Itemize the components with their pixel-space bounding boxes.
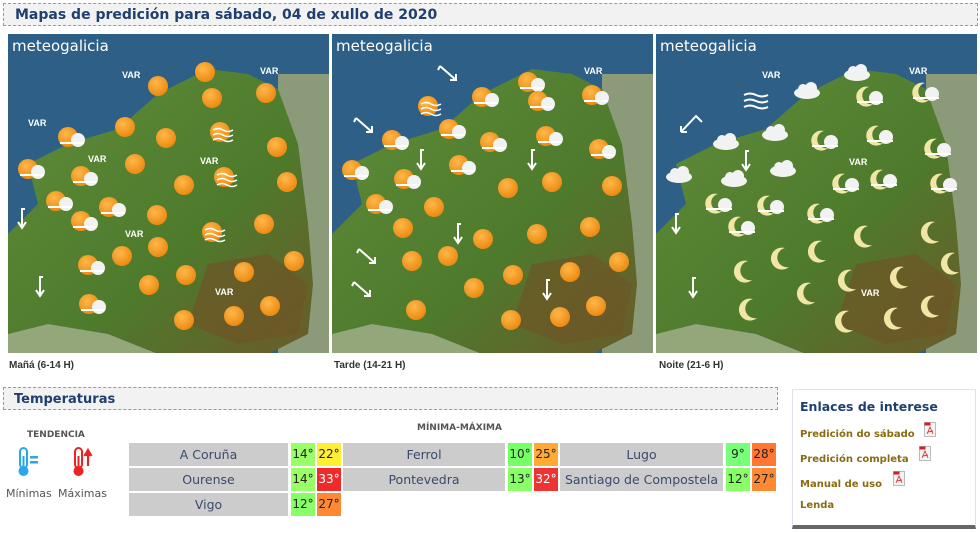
link-predicion-completa[interactable]: Predición completa	[800, 454, 909, 465]
map-caption-night: Noite (21-6 H)	[659, 360, 724, 371]
map-caption-afternoon: Tarde (14-21 H)	[334, 360, 406, 371]
max-temp: 25°	[534, 443, 558, 466]
min-temp: 14°	[291, 468, 315, 491]
svg-text:VAR: VAR	[909, 66, 928, 76]
city-lugo: Lugo	[560, 443, 723, 466]
svg-text:VAR: VAR	[849, 157, 868, 167]
meteogalicia-logo: meteogalicia	[660, 37, 757, 55]
pdf-icon[interactable]	[919, 446, 931, 461]
max-temp: 22°	[317, 443, 341, 466]
page-title: Mapas de predición para sábado, 04 de xu…	[3, 3, 978, 26]
min-temp: 10°	[508, 443, 532, 466]
city-ourense: Ourense	[129, 468, 288, 491]
city-vigo: Vigo	[129, 493, 288, 516]
forecast-map-morning: VAR VAR VAR VAR VAR VAR VAR meteogalicia	[8, 34, 329, 353]
min-temp: 13°	[508, 468, 532, 491]
link-predicion-do-sabado[interactable]: Predición do sábado	[800, 429, 915, 440]
map-caption-morning: Mañá (6-14 H)	[9, 360, 75, 371]
city-pontevedra: Pontevedra	[343, 468, 505, 491]
min-temp: 12°	[726, 468, 750, 491]
forecast-map-afternoon: VAR meteogalicia	[332, 34, 653, 353]
trend-max-label: Máximas	[58, 487, 107, 500]
svg-text:VAR: VAR	[122, 70, 141, 80]
svg-text:VAR: VAR	[215, 287, 234, 297]
min-temp: 14°	[291, 443, 315, 466]
svg-text:VAR: VAR	[125, 229, 144, 239]
city-ferrol: Ferrol	[343, 443, 505, 466]
meteogalicia-logo: meteogalicia	[336, 37, 433, 55]
link-lenda[interactable]: Lenda	[800, 500, 835, 511]
max-temp: 32°	[534, 468, 558, 491]
max-temp: 28°	[752, 443, 776, 466]
min-temp: 9°	[726, 443, 750, 466]
max-temp: 33°	[317, 468, 341, 491]
svg-text:VAR: VAR	[584, 66, 603, 76]
meteogalicia-logo: meteogalicia	[12, 37, 109, 55]
thermometer-max-up-icon	[73, 447, 93, 476]
thermometer-min-equal-icon	[18, 447, 38, 476]
min-temp: 12°	[291, 493, 315, 516]
temperatures-header: Temperaturas	[3, 387, 778, 410]
max-temp: 27°	[317, 493, 341, 516]
city-a-coruna: A Coruña	[129, 443, 288, 466]
pdf-icon[interactable]	[893, 471, 905, 486]
svg-text:VAR: VAR	[260, 66, 279, 76]
svg-text:VAR: VAR	[28, 118, 47, 128]
forecast-map-night: VAR VAR VAR VAR meteogalicia	[656, 34, 977, 353]
links-panel: Enlaces de interese Predición do sábado …	[792, 389, 976, 529]
trend-title: TENDENCIA	[27, 430, 85, 440]
svg-text:VAR: VAR	[200, 156, 219, 166]
link-manual-de-uso[interactable]: Manual de uso	[800, 479, 882, 490]
svg-text:VAR: VAR	[88, 154, 107, 164]
svg-text:VAR: VAR	[762, 70, 781, 80]
max-temp: 27°	[752, 468, 776, 491]
pdf-icon[interactable]	[924, 422, 936, 437]
links-title: Enlaces de interese	[800, 399, 938, 414]
minmax-title: MÍNIMA-MÁXIMA	[417, 423, 502, 433]
trend-min-label: Mínimas	[6, 487, 52, 500]
city-santiago-de-compostela: Santiago de Compostela	[560, 468, 723, 491]
svg-text:VAR: VAR	[861, 288, 880, 298]
